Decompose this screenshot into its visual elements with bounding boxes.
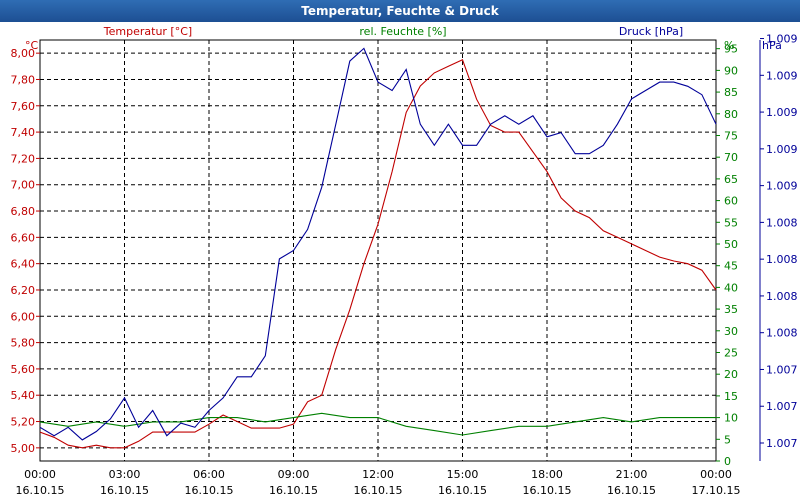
- humidity-tick-label: 70: [724, 151, 738, 164]
- x-tick-date: 16.10.15: [16, 484, 65, 497]
- temperature-tick-label: 6,80: [11, 205, 36, 218]
- temperature-tick-label: 6,00: [11, 310, 36, 323]
- humidity-tick-label: 80: [724, 108, 738, 121]
- pressure-tick-label: 1.009: [766, 106, 798, 119]
- humidity-tick-label: 90: [724, 64, 738, 77]
- temperature-tick-label: 5,80: [11, 337, 36, 350]
- humidity-tick-label: 35: [724, 303, 738, 316]
- x-tick-date: 16.10.15: [354, 484, 403, 497]
- x-tick-time: 06:00: [193, 468, 225, 481]
- humidity-tick-label: 95: [724, 43, 738, 56]
- humidity-tick-label: 40: [724, 281, 738, 294]
- x-tick-time: 00:00: [24, 468, 56, 481]
- humidity-tick-label: 25: [724, 346, 738, 359]
- humidity-tick-label: 30: [724, 325, 738, 338]
- temperature-unit: °C: [25, 39, 39, 52]
- temperature-tick-label: 6,40: [11, 258, 36, 271]
- temperature-tick-label: 7,40: [11, 126, 36, 139]
- temperature-tick-label: 5,40: [11, 389, 36, 402]
- temperature-tick-label: 5,20: [11, 416, 36, 429]
- series-line-pressure: [39, 47, 717, 441]
- temperature-tick-label: 8,00: [11, 47, 36, 60]
- x-tick-time: 21:00: [616, 468, 648, 481]
- temperature-axis-title: Temperatur [°C]: [103, 25, 192, 38]
- pressure-unit: hPa: [762, 39, 782, 52]
- pressure-tick-label: 1.008: [766, 290, 798, 303]
- x-tick-time: 12:00: [362, 468, 394, 481]
- chart-svg: 00:00 16.10.15 03:00 16.10.15 06:00 16.10.15 0…: [11, 25, 798, 497]
- pressure-tick-label: 1.008: [766, 327, 798, 340]
- humidity-tick-label: 75: [724, 129, 738, 142]
- x-tick-time: 03:00: [109, 468, 141, 481]
- x-tick-date: 16.10.15: [438, 484, 487, 497]
- pressure-tick-label: 1.009: [766, 180, 798, 193]
- humidity-tick-label: 50: [724, 238, 738, 251]
- pressure-axis-title: Druck [hPa]: [619, 25, 683, 38]
- temperature-tick-label: 6,60: [11, 231, 36, 244]
- x-tick-date: 16.10.15: [269, 484, 318, 497]
- pressure-tick-label: 1.009: [766, 69, 798, 82]
- window-title: Temperatur, Feuchte & Druck: [0, 0, 800, 22]
- humidity-tick-label: 20: [724, 368, 738, 381]
- temperature-tick-label: 7,00: [11, 179, 36, 192]
- x-tick-time: 15:00: [447, 468, 479, 481]
- temperature-tick-label: 6,20: [11, 284, 36, 297]
- temperature-tick-label: 7,20: [11, 152, 36, 165]
- temperature-tick-label: 5,60: [11, 363, 36, 376]
- humidity-tick-label: 45: [724, 260, 738, 273]
- series-layer: [39, 47, 717, 449]
- humidity-tick-label: 55: [724, 216, 738, 229]
- x-tick-time: 00:00: [700, 468, 732, 481]
- humidity-tick-label: 10: [724, 412, 738, 425]
- series-line-temperature: [39, 58, 717, 449]
- pressure-tick-label: 1.007: [766, 400, 798, 413]
- axis-tick-labels: 00:00 16.10.15 03:00 16.10.15 06:00 16.10.15 0…: [11, 33, 798, 497]
- temperature-tick-label: 7,80: [11, 73, 36, 86]
- x-tick-date: 16.10.15: [607, 484, 656, 497]
- x-tick-date: 17.10.15: [692, 484, 741, 497]
- pressure-tick-label: 1.007: [766, 363, 798, 376]
- x-tick-date: 16.10.15: [100, 484, 149, 497]
- humidity-tick-label: 60: [724, 195, 738, 208]
- humidity-tick-label: 5: [724, 433, 731, 446]
- temperature-tick-label: 7,60: [11, 100, 36, 113]
- pressure-tick-label: 1.009: [766, 143, 798, 156]
- pressure-tick-label: 1.007: [766, 437, 798, 450]
- humidity-tick-label: 85: [724, 86, 738, 99]
- x-tick-date: 16.10.15: [523, 484, 572, 497]
- x-tick-time: 18:00: [531, 468, 563, 481]
- pressure-tick-label: 1.008: [766, 253, 798, 266]
- x-tick-time: 09:00: [278, 468, 310, 481]
- series-line-humidity: [39, 412, 716, 436]
- temperature-tick-label: 5,00: [11, 442, 36, 455]
- x-tick-date: 16.10.15: [185, 484, 234, 497]
- humidity-tick-label: 65: [724, 173, 738, 186]
- pressure-tick-label: 1.008: [766, 216, 798, 229]
- humidity-axis-title: rel. Feuchte [%]: [359, 25, 446, 38]
- pressure-tick-label: 1.009: [766, 33, 798, 46]
- humidity-tick-label: 0: [724, 455, 731, 468]
- humidity-tick-label: 15: [724, 390, 738, 403]
- humidity-unit: %: [724, 39, 734, 52]
